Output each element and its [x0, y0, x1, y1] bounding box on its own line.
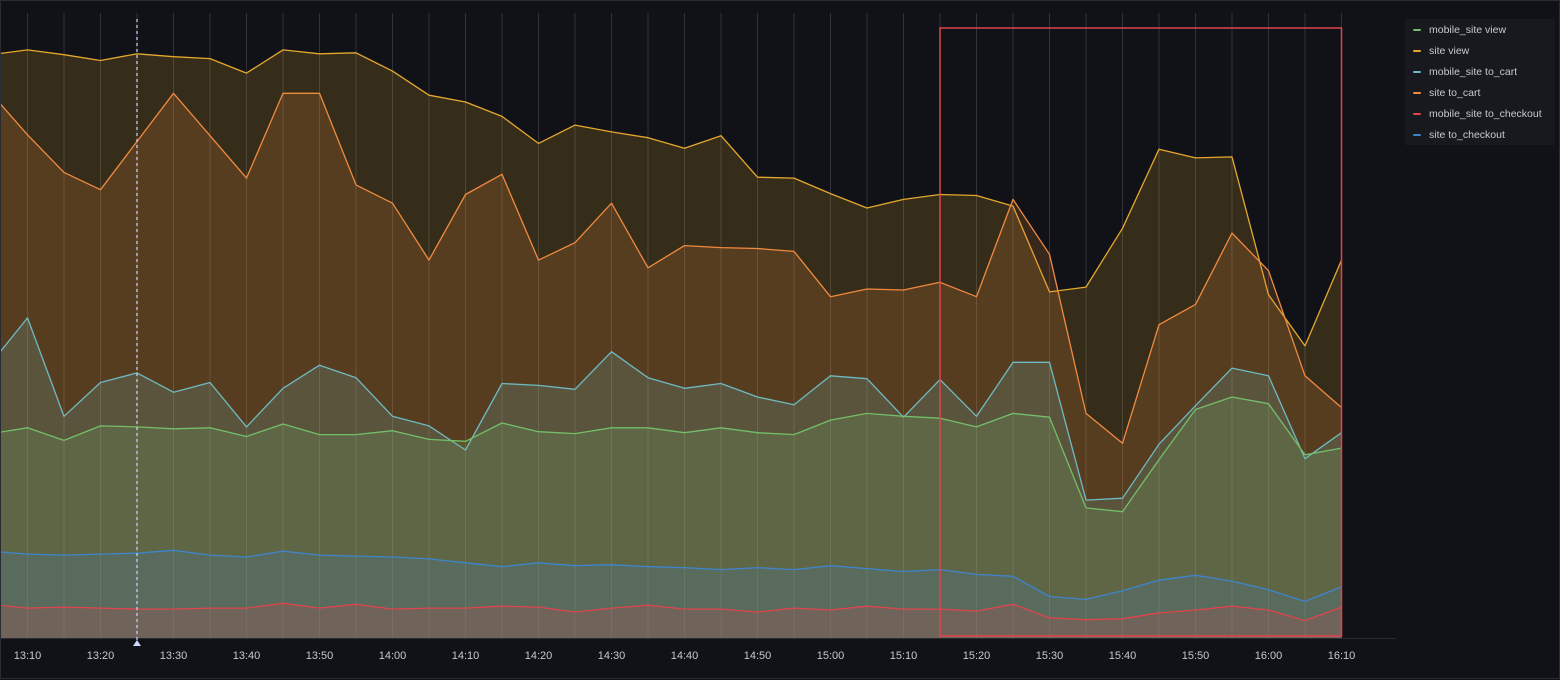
x-tick-label: 15:20: [963, 650, 991, 662]
legend-swatch-icon: [1413, 28, 1421, 31]
line-site-to-checkout: [1, 549, 1342, 603]
legend-item[interactable]: mobile_site to_cart: [1405, 61, 1555, 82]
stacked-area-chart[interactable]: 13:10 13:20 13:30 13:40 13:50 14:00 14:10 14:20…: [1, 1, 1396, 680]
area-mobile-site-to-checkout: [1, 603, 1342, 638]
x-tick-label: 16:00: [1255, 650, 1283, 662]
legend-swatch-icon: [1413, 133, 1421, 136]
line-mobile-site-view: [1, 396, 1342, 513]
x-axis: 13:10 13:20 13:30 13:40 13:50 14:00 14:10 14:20…: [14, 650, 1356, 662]
legend-item[interactable]: site view: [1405, 40, 1555, 61]
legend-label: mobile_site to_checkout: [1429, 107, 1542, 120]
legend-label: site view: [1429, 44, 1470, 57]
x-tick-label: 14:30: [598, 650, 626, 662]
legend-label: site to_checkout: [1429, 128, 1505, 141]
x-tick-label: 15:10: [890, 650, 918, 662]
grid: [27, 13, 1342, 638]
x-tick-label: 13:40: [233, 650, 261, 662]
legend-item[interactable]: mobile_site view: [1405, 19, 1555, 40]
x-tick-label: 14:50: [744, 650, 772, 662]
area-site-to-checkout: [1, 550, 1342, 638]
legend-swatch-icon: [1413, 70, 1421, 73]
legend-swatch-icon: [1413, 49, 1421, 52]
legend-swatch-icon: [1413, 112, 1421, 115]
legend-item[interactable]: site to_checkout: [1405, 124, 1555, 145]
x-tick-label: 13:50: [306, 650, 334, 662]
legend-item[interactable]: site to_cart: [1405, 82, 1555, 103]
x-tick-label: 14:40: [671, 650, 699, 662]
area-site-view: [1, 49, 1342, 638]
x-tick-label: 13:10: [14, 650, 42, 662]
legend-label: mobile_site to_cart: [1429, 65, 1518, 78]
area-site-to-cart: [1, 93, 1342, 638]
x-tick-label: 13:20: [87, 650, 115, 662]
line-site-view: [1, 49, 1343, 347]
legend-label: mobile_site view: [1429, 23, 1507, 36]
x-tick-label: 13:30: [160, 650, 188, 662]
area-mobile-site-view: [1, 397, 1342, 638]
x-tick-label: 14:20: [525, 650, 553, 662]
line-mobile-site-to-cart: [1, 317, 1342, 501]
x-tick-label: 14:10: [452, 650, 480, 662]
legend: mobile_site view site view mobile_site to_…: [1405, 19, 1555, 145]
legend-label: site to_cart: [1429, 86, 1481, 99]
line-site-to-cart: [1, 92, 1342, 444]
legend-item[interactable]: mobile_site to_checkout: [1405, 103, 1555, 124]
line-mobile-site-to-checkout: [1, 602, 1342, 622]
area-mobile-site-to-cart: [1, 317, 1342, 638]
x-tick-label: 15:00: [817, 650, 845, 662]
crosshair-marker-icon: [133, 640, 141, 646]
x-tick-label: 15:50: [1182, 650, 1210, 662]
x-tick-label: 15:30: [1036, 650, 1064, 662]
selection-box: [939, 27, 1343, 637]
x-tick-label: 15:40: [1109, 650, 1137, 662]
x-tick-label: 14:00: [379, 650, 407, 662]
x-tick-label: 16:10: [1328, 650, 1356, 662]
legend-swatch-icon: [1413, 91, 1421, 94]
